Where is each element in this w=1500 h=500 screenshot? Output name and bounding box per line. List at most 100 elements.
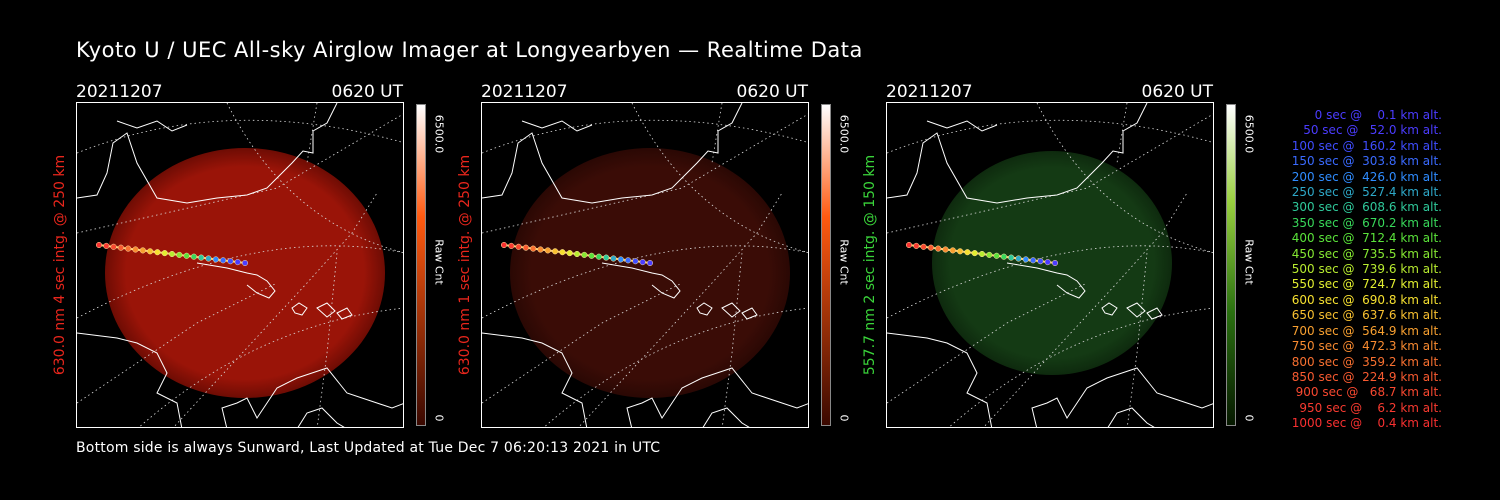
- trajectory-point: [234, 259, 241, 266]
- panel-2: 20211207 0620 UT 630.0 nm 1 sec intg. @ …: [457, 82, 881, 432]
- trajectory-point: [920, 243, 927, 250]
- panel-date: 20211207: [886, 82, 973, 102]
- trajectory-point: [610, 255, 617, 262]
- trajectory-point: [198, 254, 205, 261]
- panel-ylabel: 630.0 nm 1 sec intg. @ 250 km: [455, 102, 475, 428]
- trajectory-point: [117, 244, 124, 251]
- panel-time: 0620 UT: [736, 82, 809, 102]
- colorbar-unit: Raw Cnt: [432, 239, 446, 285]
- map-grid: [887, 103, 1213, 427]
- panel-3: 20211207 0620 UT 557.7 nm 2 sec intg. @ …: [862, 82, 1286, 432]
- coastline: [482, 103, 808, 427]
- trajectory-point: [183, 252, 190, 259]
- panel-date: 20211207: [481, 82, 568, 102]
- page-title: Kyoto U / UEC All-sky Airglow Imager at …: [76, 38, 863, 62]
- allsky-image: [76, 102, 404, 428]
- trajectory-point: [935, 245, 942, 252]
- legend-entry: 700 sec @ 564.9 km alt.: [1287, 323, 1442, 338]
- trajectory-point: [125, 245, 132, 252]
- trajectory-legend: 0 sec @ 0.1 km alt. 50 sec @ 52.0 km alt…: [1262, 108, 1442, 432]
- trajectory-point: [993, 252, 1000, 259]
- trajectory-point: [154, 249, 161, 256]
- trajectory-point: [537, 246, 544, 253]
- legend-entry: 50 sec @ 52.0 km alt.: [1295, 123, 1442, 138]
- trajectory-point: [522, 244, 529, 251]
- legend-entry: 150 sec @ 303.8 km alt.: [1287, 154, 1442, 169]
- trajectory-point: [1051, 259, 1059, 267]
- legend-entry: 250 sec @ 527.4 km alt.: [1287, 185, 1442, 200]
- colorbar: [1226, 104, 1236, 426]
- trajectory-point: [190, 253, 197, 260]
- trajectory-point: [617, 256, 624, 263]
- legend-entry: 600 sec @ 690.8 km alt.: [1287, 292, 1442, 307]
- trajectory-point: [632, 258, 639, 265]
- trajectory-point: [515, 243, 522, 250]
- trajectory-point: [905, 241, 913, 249]
- trajectory-point: [1008, 254, 1015, 261]
- panel-time: 0620 UT: [1141, 82, 1214, 102]
- trajectory-point: [646, 259, 654, 267]
- trajectory-point: [176, 251, 183, 258]
- trajectory-point: [1015, 255, 1022, 262]
- legend-entry: 450 sec @ 735.5 km alt.: [1287, 246, 1442, 261]
- trajectory-point: [205, 255, 212, 262]
- legend-entry: 0 sec @ 0.1 km alt.: [1303, 108, 1442, 122]
- trajectory-point: [595, 253, 602, 260]
- footer-status: Bottom side is always Sunward, Last Upda…: [76, 440, 661, 456]
- trajectory-point: [500, 241, 508, 249]
- panel-ylabel-text: 630.0 nm 4 sec intg. @ 250 km: [52, 154, 68, 376]
- allsky-image: [886, 102, 1214, 428]
- legend-entry: 100 sec @ 160.2 km alt.: [1287, 138, 1442, 153]
- legend-entry: 1000 sec @ 0.4 km alt.: [1291, 416, 1442, 431]
- panel-ylabel: 630.0 nm 4 sec intg. @ 250 km: [50, 102, 70, 428]
- legend-entry: 950 sec @ 6.2 km alt.: [1295, 400, 1442, 415]
- trajectory-point: [241, 259, 249, 267]
- trajectory-point: [559, 249, 566, 256]
- colorbar-min: 0: [432, 414, 446, 422]
- trajectory-point: [139, 247, 146, 254]
- panel-ylabel-text: 630.0 nm 1 sec intg. @ 250 km: [457, 154, 473, 376]
- trajectory-point: [1037, 258, 1044, 265]
- trajectory-point: [1000, 253, 1007, 260]
- allsky-image: [481, 102, 809, 428]
- legend-entry: 200 sec @ 426.0 km alt.: [1287, 169, 1442, 184]
- trajectory-line: [95, 241, 249, 267]
- colorbar-min: 0: [837, 414, 851, 422]
- trajectory-point: [971, 250, 978, 257]
- trajectory-point: [625, 257, 632, 264]
- trajectory-point: [964, 249, 971, 256]
- colorbar-unit: Raw Cnt: [1242, 239, 1256, 285]
- coastline: [77, 103, 403, 427]
- trajectory-point: [566, 250, 573, 257]
- trajectory-point: [552, 248, 559, 255]
- trajectory-point: [147, 248, 154, 255]
- trajectory-point: [1022, 256, 1029, 263]
- legend-entry: 800 sec @ 359.2 km alt.: [1287, 354, 1442, 369]
- colorbar: [416, 104, 426, 426]
- legend-entry: 550 sec @ 724.7 km alt.: [1287, 277, 1442, 292]
- map-grid: [482, 103, 808, 427]
- trajectory-line: [500, 241, 654, 267]
- legend-entry: 750 sec @ 472.3 km alt.: [1287, 339, 1442, 354]
- legend-entry: 300 sec @ 608.6 km alt.: [1287, 200, 1442, 215]
- trajectory-point: [986, 251, 993, 258]
- trajectory-point: [573, 250, 581, 258]
- colorbar-unit: Raw Cnt: [837, 239, 851, 285]
- trajectory-point: [530, 245, 537, 252]
- trajectory-point: [978, 250, 986, 258]
- trajectory-point: [220, 257, 227, 264]
- trajectory-point: [1030, 257, 1037, 264]
- trajectory-point: [927, 244, 934, 251]
- legend-entry: 850 sec @ 224.9 km alt.: [1287, 369, 1442, 384]
- legend-entry: 500 sec @ 739.6 km alt.: [1287, 262, 1442, 277]
- trajectory-point: [581, 251, 588, 258]
- trajectory-point: [161, 250, 168, 257]
- coastline: [887, 103, 1213, 427]
- trajectory-point: [227, 258, 234, 265]
- legend-entry: 350 sec @ 670.2 km alt.: [1287, 215, 1442, 230]
- panel-time: 0620 UT: [331, 82, 404, 102]
- trajectory-line: [905, 241, 1059, 267]
- trajectory-point: [603, 254, 610, 261]
- colorbar-max: 6500.0: [432, 114, 446, 154]
- colorbar-min: 0: [1242, 414, 1256, 422]
